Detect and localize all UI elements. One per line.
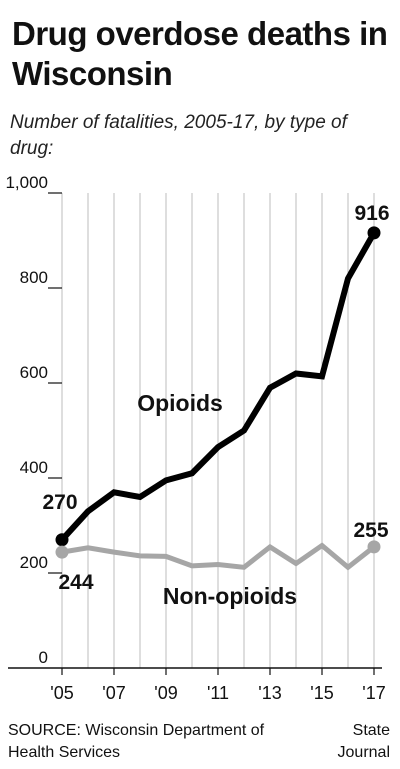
y-tick-label: 600	[20, 363, 48, 382]
data-value-label: 244	[58, 571, 93, 594]
data-value-label: 270	[42, 491, 77, 514]
y-axis: 0 200 400 600 800 1,000	[5, 173, 382, 669]
x-axis: '05 '07 '09 '11 '13 '15 '17	[50, 668, 386, 703]
x-tick-label: '07	[102, 683, 125, 703]
y-tick-label: 400	[20, 458, 48, 477]
series-name-label: Non-opioids	[163, 583, 297, 609]
data-value-label: 916	[354, 202, 389, 225]
grid-lines	[61, 193, 375, 668]
data-point-marker	[55, 545, 69, 559]
x-tick-label: '15	[310, 683, 333, 703]
chart-subtitle: Number of fatalities, 2005-17, by type o…	[10, 112, 347, 159]
x-tick-label: '11	[207, 683, 229, 703]
x-tick-label: '05	[50, 683, 73, 703]
source-note: SOURCE: Wisconsin Department of Health S…	[8, 722, 265, 761]
series-line	[59, 231, 377, 542]
series-name-label: Opioids	[137, 390, 223, 416]
data-point-marker	[55, 533, 69, 547]
data-point-marker	[367, 540, 381, 554]
data-labels: Opioids Non-opioids 270 916 244 255	[42, 202, 389, 609]
x-tick-label: '13	[258, 683, 281, 703]
data-value-label: 255	[353, 519, 388, 542]
x-tick-label: '17	[362, 683, 385, 703]
credit-note: State Journal	[337, 722, 390, 761]
series-line	[61, 542, 376, 571]
y-tick-label: 200	[20, 553, 48, 572]
series-group	[55, 226, 381, 571]
y-tick-label: 0	[39, 648, 48, 667]
chart-title: Drug overdose deaths in Wisconsin	[12, 15, 388, 92]
x-tick-label: '09	[154, 683, 177, 703]
data-point-marker	[367, 226, 381, 240]
y-tick-label: 1,000	[5, 173, 48, 192]
y-tick-label: 800	[20, 268, 48, 287]
